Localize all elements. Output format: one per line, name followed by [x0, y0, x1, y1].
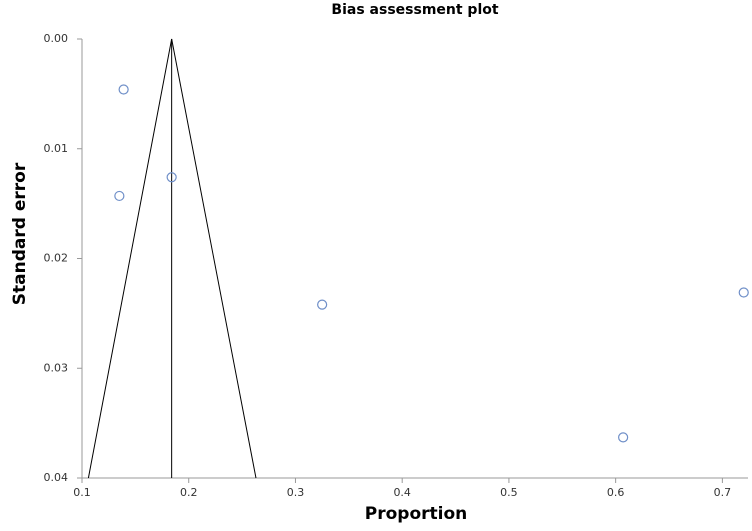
- y-tick-label: 0.02: [44, 252, 69, 265]
- point: [618, 432, 629, 443]
- point: [166, 172, 177, 183]
- x-tick-label: 0.3: [287, 486, 305, 499]
- y-tick-label: 0.00: [44, 32, 69, 45]
- x-tick-label: 0.6: [607, 486, 625, 499]
- point: [738, 287, 749, 298]
- x-tick-label: 0.2: [180, 486, 198, 499]
- x-tick-label: 0.4: [393, 486, 411, 499]
- y-axis-title: Standard error: [10, 162, 30, 305]
- point: [317, 299, 328, 310]
- y-tick-label: 0.01: [44, 142, 69, 155]
- funnel-line: [87, 38, 257, 479]
- y-tick-label: 0.04: [44, 471, 69, 484]
- chart-title: Bias assessment plot: [331, 2, 498, 18]
- x-tick-label: 0.1: [73, 486, 91, 499]
- point: [118, 84, 129, 95]
- x-axis-title: Proportion: [365, 504, 468, 524]
- x-tick-label: 0.5: [500, 486, 518, 499]
- x-tick-label: 0.7: [714, 486, 732, 499]
- point: [114, 190, 125, 202]
- y-tick-label: 0.03: [44, 361, 69, 374]
